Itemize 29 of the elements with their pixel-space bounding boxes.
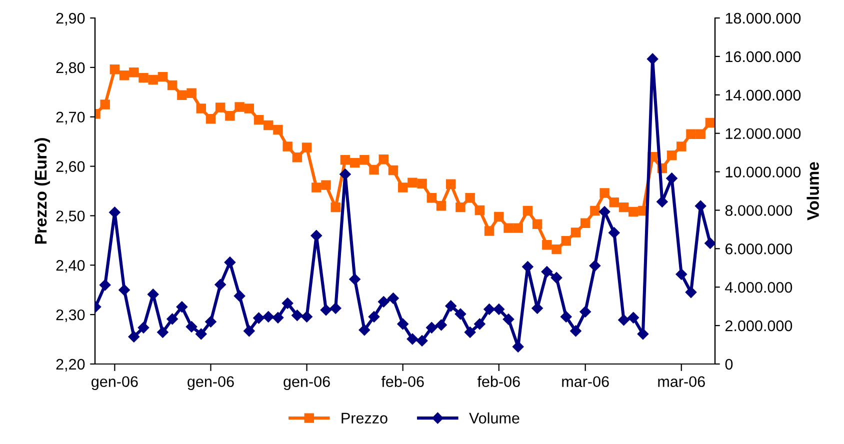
y2-tick-label: 8.000.000 xyxy=(725,205,792,216)
y-axis-title: Prezzo (Euro) xyxy=(34,138,50,244)
y2-tick-label: 0 xyxy=(725,358,733,370)
y-tick-label: 2,70 xyxy=(56,112,85,124)
x-tick-label: feb-06 xyxy=(477,376,520,388)
y2-axis-title: Volume xyxy=(806,162,819,220)
legend-label: Volume xyxy=(469,412,520,424)
x-tick-label: gen-06 xyxy=(284,376,330,390)
y2-tick-label: 16.000.000 xyxy=(726,51,801,62)
x-tick-label: mar-06 xyxy=(658,376,705,388)
y-tick-label: 2,30 xyxy=(56,309,85,322)
y2-tick-label: 2.000.000 xyxy=(725,320,792,332)
y2-tick-label: 12.000.000 xyxy=(726,128,801,140)
x-tick-label: feb-06 xyxy=(381,376,424,388)
x-tick-label: mar-06 xyxy=(562,376,609,388)
y-tick-label: 2,50 xyxy=(56,210,85,224)
y-tick-label: 2,80 xyxy=(56,62,85,75)
y2-tick-label: 14.000.000 xyxy=(726,90,801,101)
y2-tick-label: 18.000.000 xyxy=(726,12,801,24)
y2-tick-label: 4.000.000 xyxy=(725,282,792,293)
legend-label: Prezzo xyxy=(342,412,388,424)
y-tick-label: 2,40 xyxy=(56,260,85,273)
y-tick-label: 2,60 xyxy=(56,161,85,174)
y2-tick-label: 10.000.000 xyxy=(726,166,801,178)
x-tick-label: gen-06 xyxy=(92,376,138,390)
y2-tick-label: 6.000.000 xyxy=(726,244,792,254)
y-tick-label: 2,90 xyxy=(56,12,85,26)
y-tick-label: 2,20 xyxy=(56,358,85,372)
x-tick-label: gen-06 xyxy=(188,376,234,390)
